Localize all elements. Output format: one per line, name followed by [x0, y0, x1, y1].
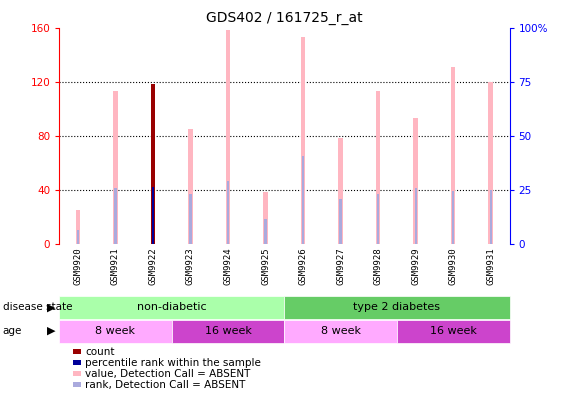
Text: GSM9926: GSM9926: [298, 248, 307, 285]
Text: disease state: disease state: [3, 302, 72, 312]
Bar: [284, 296, 510, 319]
Bar: [339, 199, 342, 244]
Text: GSM9931: GSM9931: [486, 248, 495, 285]
Bar: [151, 84, 155, 244]
Bar: [172, 320, 284, 343]
Text: GSM9921: GSM9921: [111, 248, 120, 285]
Bar: [152, 187, 154, 244]
Text: count: count: [85, 346, 114, 357]
Text: type 2 diabetes: type 2 diabetes: [354, 302, 440, 312]
Bar: [489, 82, 493, 244]
Title: GDS402 / 161725_r_at: GDS402 / 161725_r_at: [206, 11, 363, 25]
Text: GSM9920: GSM9920: [73, 248, 82, 285]
Text: ▶: ▶: [47, 302, 55, 312]
Bar: [188, 129, 193, 244]
Text: percentile rank within the sample: percentile rank within the sample: [85, 358, 261, 368]
Bar: [377, 194, 379, 244]
Bar: [113, 91, 118, 244]
Text: non-diabetic: non-diabetic: [137, 302, 207, 312]
Text: 8 week: 8 week: [95, 326, 136, 336]
Bar: [452, 191, 454, 244]
Text: ▶: ▶: [47, 326, 55, 336]
Bar: [59, 320, 172, 343]
Bar: [302, 156, 304, 244]
Bar: [413, 118, 418, 244]
Text: 8 week: 8 week: [320, 326, 361, 336]
Bar: [397, 320, 510, 343]
Bar: [490, 190, 492, 244]
Bar: [151, 84, 155, 244]
Text: 16 week: 16 week: [204, 326, 252, 336]
Bar: [114, 188, 117, 244]
Bar: [263, 192, 268, 244]
Text: value, Detection Call = ABSENT: value, Detection Call = ABSENT: [85, 369, 251, 379]
Text: rank, Detection Call = ABSENT: rank, Detection Call = ABSENT: [85, 380, 245, 390]
Text: GSM9924: GSM9924: [224, 248, 233, 285]
Text: GSM9928: GSM9928: [374, 248, 383, 285]
Bar: [189, 194, 191, 244]
Bar: [376, 91, 381, 244]
Bar: [451, 67, 455, 244]
Bar: [338, 138, 343, 244]
Bar: [152, 187, 154, 244]
Bar: [301, 37, 305, 244]
Bar: [265, 219, 267, 244]
Bar: [77, 230, 79, 244]
Text: GSM9925: GSM9925: [261, 248, 270, 285]
Text: 16 week: 16 week: [430, 326, 477, 336]
Bar: [75, 210, 80, 244]
Bar: [227, 181, 229, 244]
Text: GSM9930: GSM9930: [449, 248, 458, 285]
Text: GSM9923: GSM9923: [186, 248, 195, 285]
Bar: [284, 320, 397, 343]
Bar: [226, 30, 230, 244]
Text: GSM9922: GSM9922: [149, 248, 158, 285]
Bar: [414, 188, 417, 244]
Text: GSM9929: GSM9929: [411, 248, 420, 285]
Bar: [59, 296, 284, 319]
Text: GSM9927: GSM9927: [336, 248, 345, 285]
Text: age: age: [3, 326, 22, 336]
